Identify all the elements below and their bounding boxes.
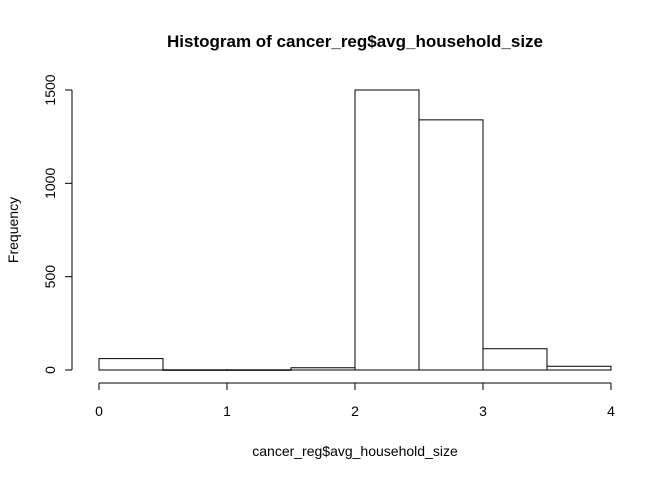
chart-title: Histogram of cancer_reg$avg_household_si… <box>167 32 543 51</box>
x-tick-label-0: 0 <box>95 403 103 419</box>
y-tick-label-3: 1500 <box>42 74 58 105</box>
histogram-bar-6 <box>482 348 548 371</box>
histogram-bar-4 <box>354 89 420 371</box>
x-axis-label: cancer_reg$avg_household_size <box>252 443 458 459</box>
y-tick-label-1: 500 <box>42 265 58 289</box>
histogram-bar-2 <box>226 369 292 371</box>
bars-group <box>98 89 612 371</box>
x-tick-label-2: 2 <box>351 403 359 419</box>
y-tick-label-0: 0 <box>42 366 58 374</box>
histogram-bar-1 <box>162 369 228 371</box>
y-axis-label: Frequency <box>5 197 21 263</box>
y-tick-label-2: 1000 <box>42 168 58 199</box>
histogram-bar-3 <box>290 367 356 371</box>
x-axis: 0 1 2 3 4 <box>95 382 615 419</box>
x-tick-label-3: 3 <box>479 403 487 419</box>
x-tick-label-4: 4 <box>607 403 615 419</box>
histogram-bar-5 <box>418 119 484 371</box>
x-tick-label-1: 1 <box>223 403 231 419</box>
y-axis: 0 500 1000 1500 <box>42 74 73 374</box>
histogram-bar-7 <box>546 365 612 371</box>
histogram-bar-0 <box>98 358 164 371</box>
